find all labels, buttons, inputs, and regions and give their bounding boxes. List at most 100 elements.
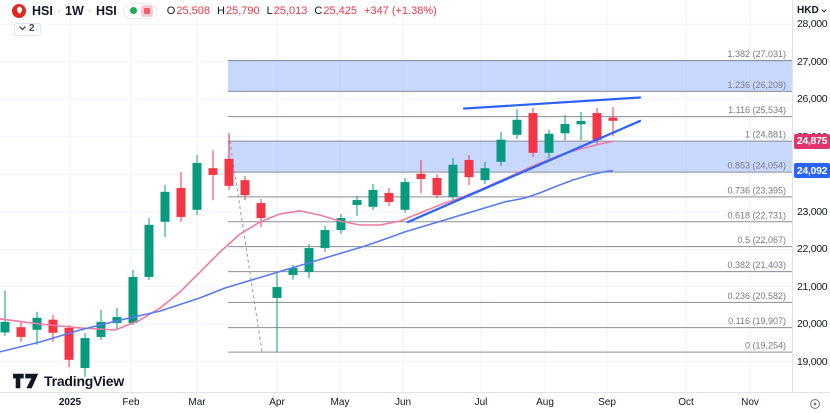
candle-body[interactable] — [80, 338, 90, 369]
chart-legend: HSI · 1W · HSI O 25,508 H 25,790 L 25,013 C… — [12, 2, 437, 36]
open-label: O — [166, 4, 176, 17]
close-value: 25,425 — [323, 4, 357, 17]
candle-body[interactable] — [608, 117, 618, 121]
candle-body[interactable] — [336, 218, 346, 231]
time-tick-label: Oct — [678, 397, 694, 408]
bauhinia-icon — [16, 6, 22, 14]
fib-level-label: 1.382 (27,031) — [727, 49, 786, 59]
price-axis[interactable]: HKD 28,00027,00026,00025,00024,00023,000… — [792, 0, 830, 392]
price-tick-label: 21,000 — [797, 280, 828, 293]
candle-body[interactable] — [176, 188, 186, 217]
candle-body[interactable] — [592, 113, 602, 141]
candle-body[interactable] — [480, 168, 490, 181]
time-axis[interactable]: 2025 Feb Mar Apr May Jun Jul Aug Sep Oct Nov — [0, 392, 830, 413]
chevron-down-icon — [821, 8, 827, 13]
candle-body[interactable] — [192, 162, 202, 210]
candle-body[interactable] — [144, 224, 154, 277]
symbol-logo-icon[interactable] — [12, 3, 26, 18]
chevron-down-icon — [19, 26, 26, 31]
price-tick-label: 28,000 — [797, 18, 828, 31]
price-change: +347 (+1.38%) — [364, 4, 437, 17]
candle-body[interactable] — [544, 133, 554, 153]
high-label: H — [217, 4, 225, 17]
fib-band[interactable] — [228, 60, 792, 92]
fib-level-label: 1 (24,881) — [745, 130, 786, 140]
candle-body[interactable] — [160, 191, 170, 222]
candle-body[interactable] — [576, 120, 586, 125]
time-tick-label: 2025 — [58, 397, 82, 408]
symbol-name: HSI — [32, 3, 53, 18]
fib-level-label: 1.236 (26,209) — [727, 80, 786, 90]
fib-level-label: 0.853 (24,054) — [727, 161, 786, 171]
price-tick-label: 22,000 — [797, 243, 828, 256]
price-tick-label: 20,000 — [797, 318, 828, 331]
market-status-pill[interactable] — [122, 2, 157, 19]
tradingview-logo[interactable]: TradingView — [13, 373, 124, 389]
candle-body[interactable] — [560, 123, 570, 134]
separator: · — [56, 3, 62, 18]
time-tick-label: Jun — [394, 397, 412, 408]
open-value: 25,508 — [176, 4, 210, 17]
candlestick-chart[interactable]: 1.382 (27,031) 1.236 (26,209) 1.116 (25,53… — [0, 0, 792, 392]
candle-body[interactable] — [16, 327, 26, 337]
separator: · — [87, 3, 92, 18]
candle-body[interactable] — [464, 159, 474, 178]
candle-body[interactable] — [496, 139, 506, 162]
candle-body[interactable] — [288, 267, 298, 276]
symbol-title[interactable]: HSI · 1W · HSI — [32, 4, 117, 18]
candle-body[interactable] — [416, 173, 426, 180]
indicator-count: 2 — [29, 22, 35, 34]
candle-body[interactable] — [400, 182, 410, 210]
fib-anchor-dashed-line[interactable] — [228, 134, 263, 353]
currency-selector[interactable]: HKD — [797, 5, 827, 16]
fib-level-label: 0.382 (21,403) — [727, 260, 786, 270]
candle-body[interactable] — [512, 119, 522, 135]
exchange-label: HSI — [95, 3, 117, 18]
candle-body[interactable] — [240, 180, 250, 196]
interval-label: 1W — [65, 3, 84, 18]
ma-slow-blue-line[interactable] — [0, 169, 614, 353]
indicators-toggle-button[interactable]: 2 — [14, 22, 41, 36]
candle-body[interactable] — [432, 177, 442, 196]
close-label: C — [314, 4, 323, 17]
candle-body[interactable] — [256, 203, 266, 219]
time-tick-label: Jul — [474, 397, 488, 408]
candle-body[interactable] — [320, 230, 330, 249]
time-tick-label: Apr — [269, 397, 285, 408]
market-open-dot-icon — [129, 7, 137, 14]
fib-level-label: 0.116 (19,907) — [728, 316, 786, 326]
candle-body[interactable] — [48, 319, 58, 333]
fib-level-label: 0.736 (23,395) — [727, 185, 786, 195]
chart-plot-area[interactable]: 1.382 (27,031) 1.236 (26,209) 1.116 (25,53… — [0, 0, 792, 392]
candle-body[interactable] — [208, 168, 218, 175]
fib-band[interactable] — [228, 141, 792, 173]
ma-fast-last-value-badge: 24,875 — [794, 133, 830, 149]
axis-settings-gear-icon[interactable] — [809, 397, 821, 413]
candle-body[interactable] — [304, 248, 314, 273]
price-tick-label: 19,000 — [797, 355, 828, 368]
candle-body[interactable] — [0, 321, 10, 333]
rising-support-line[interactable] — [406, 119, 642, 224]
candle-body[interactable] — [384, 192, 394, 202]
price-tick-label: 27,000 — [797, 55, 828, 68]
candle-body[interactable] — [368, 189, 378, 207]
candle-body[interactable] — [272, 287, 282, 298]
fib-level-label: 0.618 (22,731) — [727, 210, 786, 220]
ohlc-values: O 25,508 H 25,790 L 25,013 C 25,425 — [167, 5, 357, 17]
time-tick-label: Aug — [536, 397, 554, 408]
candle-body[interactable] — [64, 327, 74, 360]
candle-body[interactable] — [448, 164, 458, 198]
candle-body[interactable] — [224, 158, 234, 186]
candle-body[interactable] — [352, 200, 362, 205]
upper-channel-line[interactable] — [462, 96, 642, 110]
candle-body[interactable] — [528, 113, 538, 153]
low-value: 25,013 — [273, 4, 308, 17]
fib-level-label: 0.236 (20,582) — [727, 291, 786, 301]
tradingview-mark-icon — [13, 373, 39, 389]
fib-level-label: 0 (19,254) — [745, 341, 786, 351]
low-label: L — [266, 4, 273, 17]
currency-label: HKD — [797, 5, 819, 16]
candle-body[interactable] — [128, 276, 138, 324]
fib-level-label: 0.5 (22,067) — [737, 235, 786, 245]
